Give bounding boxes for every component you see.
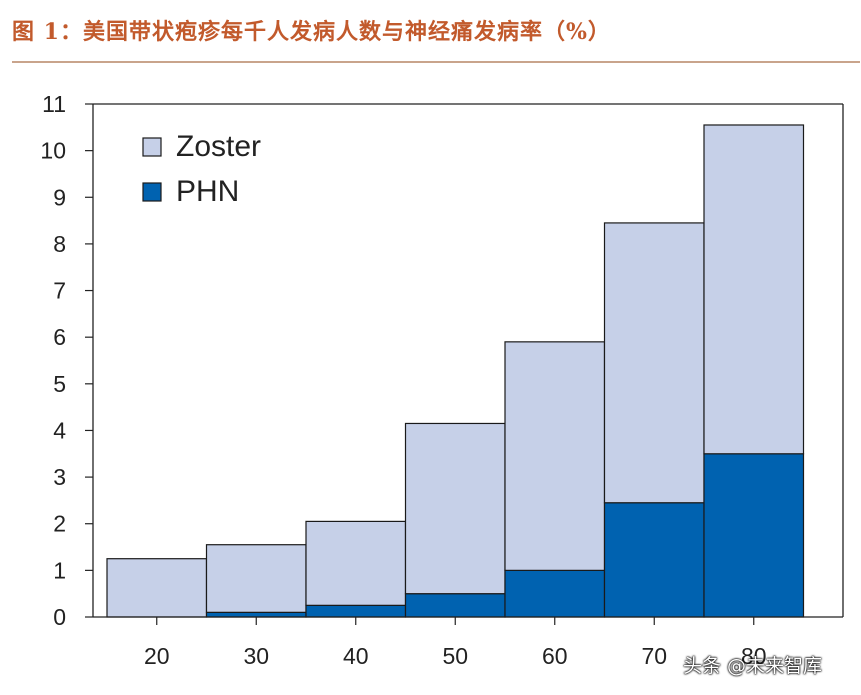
bar-phn-50 (404, 593, 506, 618)
bar-phn-70 (603, 502, 705, 618)
legend-swatch-phn (142, 182, 162, 202)
bar-zoster-40 (305, 520, 407, 606)
legend-label-zoster: Zoster (176, 130, 261, 163)
y-tick-label-4: 4 (53, 417, 66, 443)
figure-title: 图 1：美国带状疱疹每千人发病人数与神经痛发病率（%） (12, 19, 611, 45)
y-tick-label-11: 11 (42, 91, 66, 117)
x-tick-label-40: 40 (343, 643, 369, 669)
bar-phn-80 (703, 453, 805, 618)
axes-group: 20 30 40 50 60 70 80 0 1 2 3 4 5 6 7 8 9 10 11 (40, 91, 844, 669)
bar-phn-40 (305, 604, 407, 618)
legend: Zoster PHN (142, 130, 261, 208)
x-tick-label-60: 60 (542, 643, 568, 669)
bar-zoster-30 (205, 544, 307, 613)
bars-group (106, 124, 805, 618)
y-tick-label-1: 1 (53, 557, 66, 583)
bar-zoster-80 (703, 124, 805, 455)
legend-label-phn: PHN (176, 175, 239, 208)
title-divider (12, 61, 860, 63)
y-tick-label-7: 7 (53, 278, 66, 304)
y-tick-label-8: 8 (53, 231, 66, 257)
x-tick-label-20: 20 (144, 643, 170, 669)
y-tick-label-6: 6 (53, 324, 66, 350)
bar-phn-30 (205, 611, 307, 618)
bar-zoster-20 (106, 558, 208, 618)
y-tick-label-2: 2 (53, 511, 66, 537)
x-tick-label-30: 30 (243, 643, 269, 669)
y-tick-label-5: 5 (53, 371, 66, 397)
x-tick-label-70: 70 (641, 643, 667, 669)
bar-phn-60 (504, 569, 606, 618)
watermark: 头条 @未来智库 (683, 655, 823, 677)
legend-swatch-zoster (142, 137, 162, 157)
bar-zoster-60 (504, 341, 606, 571)
y-tick-label-0: 0 (53, 604, 66, 630)
y-tick-label-10: 10 (40, 138, 66, 164)
y-tick-label-3: 3 (53, 464, 66, 490)
bar-zoster-70 (603, 222, 705, 504)
x-tick-label-80: 80 (741, 643, 767, 669)
y-tick-label-9: 9 (53, 184, 66, 210)
x-tick-label-50: 50 (442, 643, 468, 669)
bar-zoster-50 (404, 422, 506, 595)
